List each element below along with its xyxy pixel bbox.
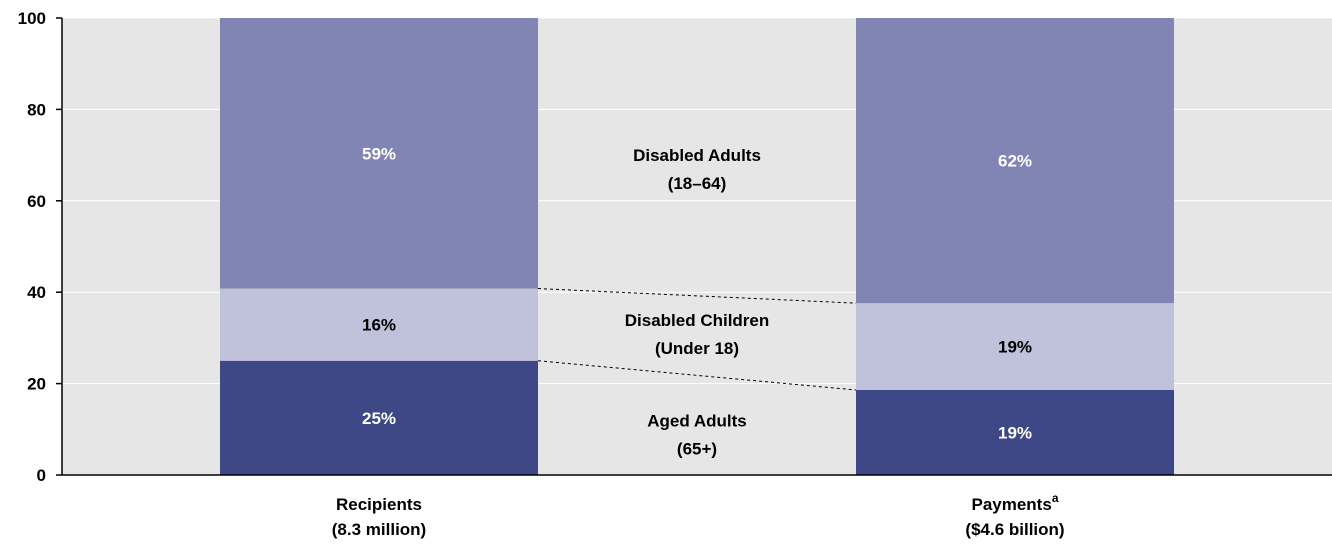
x-category-sublabel: (8.3 million): [332, 520, 426, 539]
y-tick-label: 40: [27, 283, 46, 302]
connector-lines: [537, 288, 857, 391]
series-label-line: (65+): [677, 439, 717, 458]
y-tick-label: 80: [27, 100, 46, 119]
bar-value-label: 16%: [362, 316, 396, 335]
bar-value-label: 19%: [998, 423, 1032, 442]
series-label-line: Aged Adults: [647, 411, 746, 430]
y-tick-label: 100: [18, 9, 46, 28]
series-label-line: Disabled Adults: [633, 146, 761, 165]
bar-segment: [856, 389, 1174, 475]
series-label-line: Disabled Children: [625, 311, 770, 330]
bar-value-label: 59%: [362, 144, 396, 163]
bar-value-label: 62%: [998, 152, 1032, 171]
y-tick-label: 20: [27, 375, 46, 394]
x-category-sublabel: ($4.6 billion): [965, 520, 1064, 539]
connector-line: [537, 360, 857, 391]
series-label-line: (18–64): [668, 174, 727, 193]
series-label: Disabled Children (Under 18): [625, 311, 770, 358]
bar-value-label: 19%: [998, 338, 1032, 357]
series-labels: Aged Adults (65+) Disabled Children (Under …: [625, 146, 770, 459]
connector-line: [537, 288, 857, 304]
series-label: Disabled Adults (18–64): [633, 146, 761, 193]
series-label-line: (Under 18): [655, 339, 739, 358]
x-category-label: Recipients: [336, 495, 422, 514]
series-label: Aged Adults (65+): [647, 411, 746, 458]
bar-segment: [220, 360, 538, 475]
bars: [220, 18, 1174, 475]
bar-value-label: 25%: [362, 409, 396, 428]
bar-segment: [856, 303, 1174, 390]
bar-segment: [220, 18, 538, 289]
y-tick-label: 0: [37, 466, 46, 485]
y-axis-ticks: 0 20 40 60 80 100: [18, 9, 62, 485]
segment-value-labels: 25% 16% 59% 19% 19% 62%: [362, 144, 1032, 442]
bar-segment: [856, 18, 1174, 304]
y-tick-label: 60: [27, 192, 46, 211]
bar-segment: [220, 288, 538, 361]
footnote-marker: a: [1052, 491, 1059, 505]
x-category-label: Paymentsa: [971, 491, 1058, 514]
x-axis-category-labels: Recipients (8.3 million) Paymentsa ($4.6 bi…: [332, 491, 1065, 539]
